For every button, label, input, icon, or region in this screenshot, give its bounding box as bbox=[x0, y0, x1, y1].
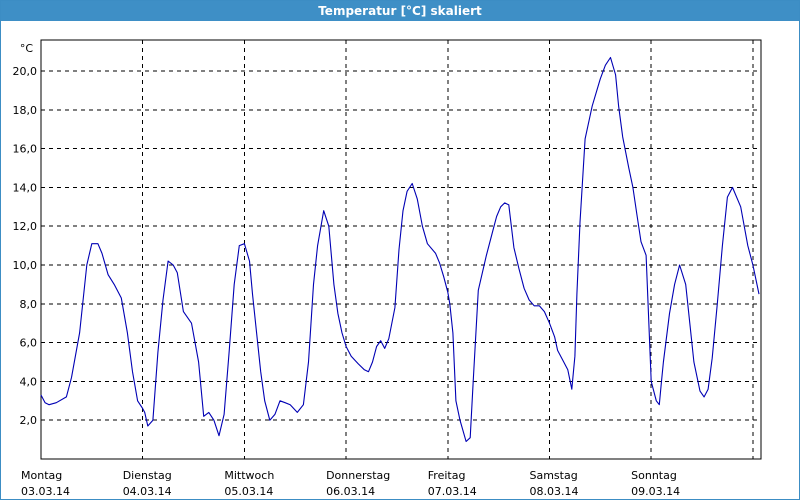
y-tick-label: 18,0 bbox=[13, 104, 38, 117]
x-tick-date: 03.03.14 bbox=[21, 485, 70, 498]
y-tick-label: 14,0 bbox=[13, 181, 38, 194]
x-tick-day: Donnerstag bbox=[326, 469, 390, 482]
temperature-line bbox=[40, 56, 760, 443]
x-tick-date: 06.03.14 bbox=[326, 485, 375, 498]
y-axis-unit: °C bbox=[20, 42, 34, 55]
y-tick-label: 6,0 bbox=[20, 337, 38, 350]
x-tick-day: Sonntag bbox=[631, 469, 677, 482]
y-tick-label: 20,0 bbox=[13, 65, 38, 78]
x-tick-day: Samstag bbox=[529, 469, 577, 482]
y-tick-label: 8,0 bbox=[20, 298, 38, 311]
chart-title: Temperatur [°C] skaliert bbox=[318, 4, 482, 18]
x-tick-day: Freitag bbox=[428, 469, 466, 482]
x-tick-day: Dienstag bbox=[123, 469, 172, 482]
x-tick-date: 08.03.14 bbox=[529, 485, 578, 498]
x-tick-date: 05.03.14 bbox=[224, 485, 273, 498]
plot-frame bbox=[40, 39, 762, 460]
x-tick-date: 07.03.14 bbox=[428, 485, 477, 498]
x-tick-date: 09.03.14 bbox=[631, 485, 680, 498]
chart-title-bar: Temperatur [°C] skaliert bbox=[1, 1, 799, 21]
y-tick-label: 16,0 bbox=[13, 143, 38, 156]
y-tick-label: 12,0 bbox=[13, 220, 38, 233]
x-tick-date: 04.03.14 bbox=[123, 485, 172, 498]
y-tick-label: 10,0 bbox=[13, 259, 38, 272]
x-tick-day: Montag bbox=[21, 469, 62, 482]
temperature-chart: 2,0 4,0 6,0 8,0 10,0 12,0 14,0 16,0 18,0 20,0 °C Mo… bbox=[13, 39, 762, 498]
y-tick-label: 4,0 bbox=[20, 375, 38, 388]
x-tick-day: Mittwoch bbox=[224, 469, 274, 482]
y-tick-label: 2,0 bbox=[20, 414, 38, 427]
